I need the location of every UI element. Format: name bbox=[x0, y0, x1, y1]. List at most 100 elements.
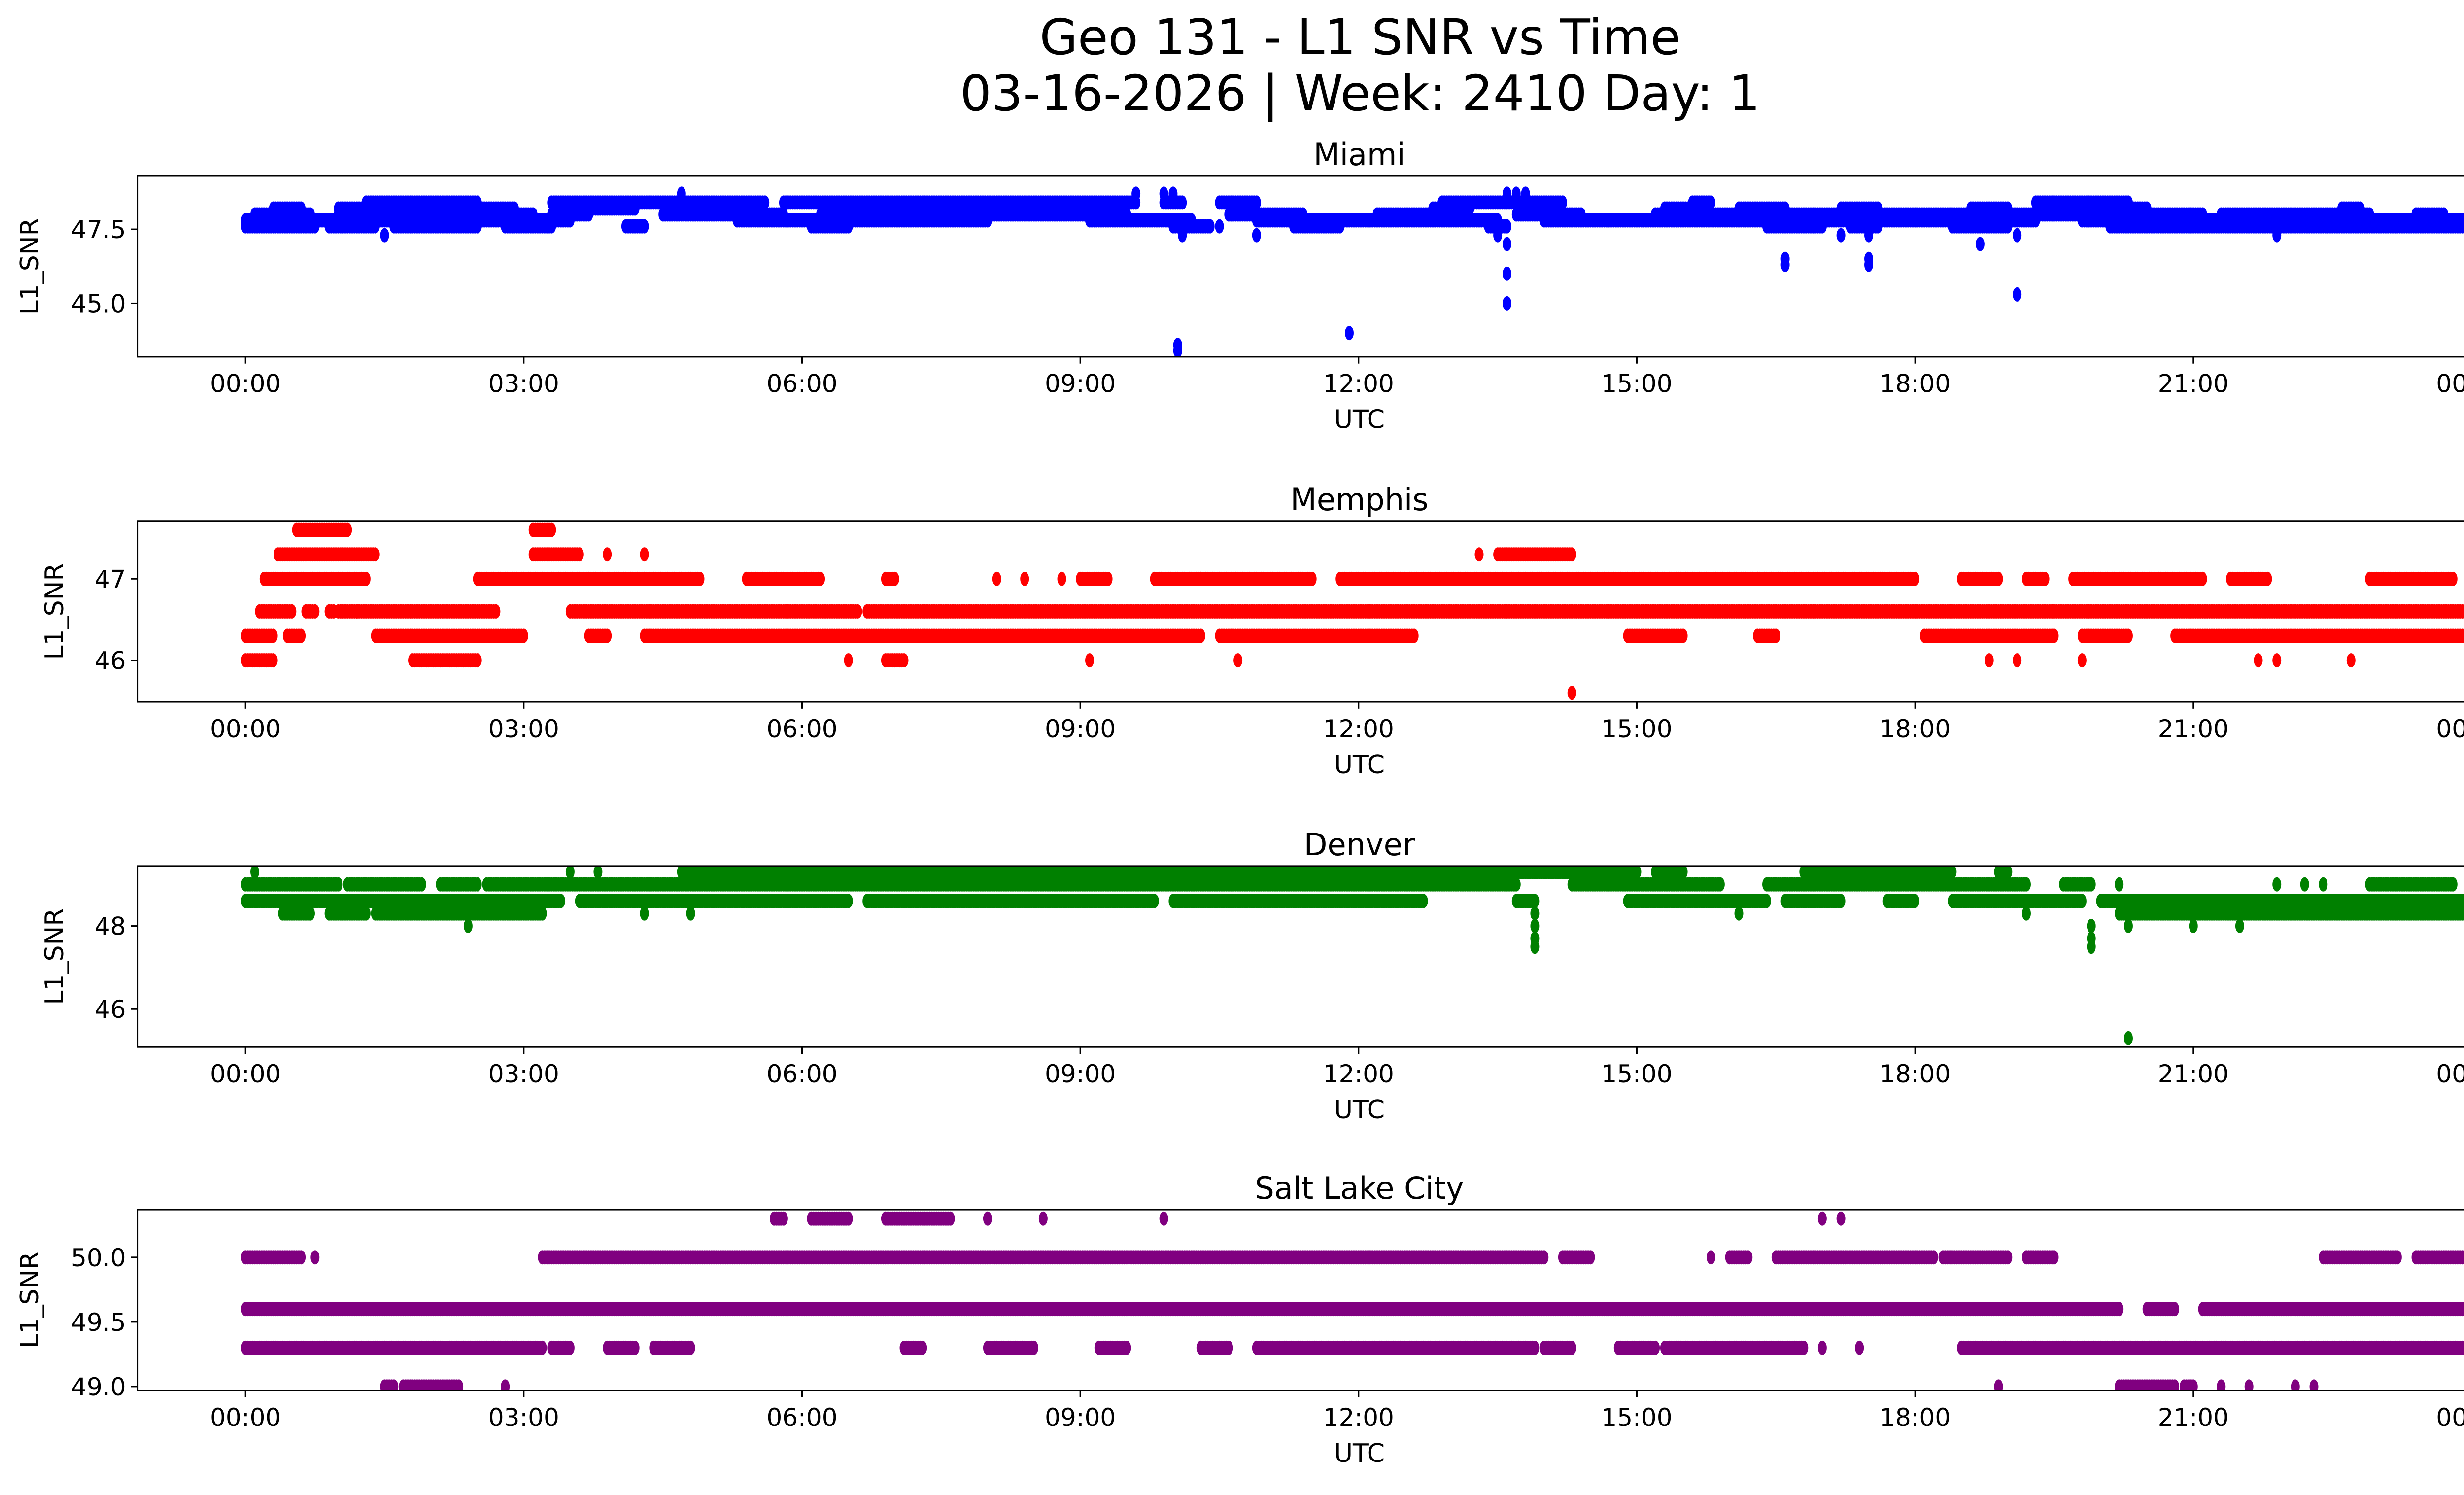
data-point bbox=[528, 207, 538, 222]
subplot-title: Miami bbox=[1313, 137, 1405, 173]
data-point bbox=[2365, 207, 2374, 222]
data-point bbox=[2448, 571, 2458, 586]
data-point bbox=[2463, 630, 2464, 641]
x-tick-label: 15:00 bbox=[1601, 370, 1672, 398]
data-point bbox=[380, 228, 389, 243]
data-point bbox=[1780, 201, 1790, 216]
data-point bbox=[1493, 228, 1503, 243]
data-point bbox=[1298, 207, 1307, 222]
data-point bbox=[640, 219, 649, 234]
data-point bbox=[1252, 228, 1261, 243]
data-point bbox=[1521, 186, 1530, 201]
data-point bbox=[2356, 201, 2365, 216]
data-point bbox=[816, 571, 825, 586]
data-point bbox=[1576, 207, 1586, 222]
data-point bbox=[2439, 207, 2448, 222]
data-point bbox=[1864, 228, 1873, 243]
figure-title-line1: Geo 131 - L1 SNR vs Time bbox=[1040, 8, 1681, 66]
data-point bbox=[2463, 215, 2464, 226]
x-tick-label: 03:00 bbox=[488, 370, 559, 398]
data-point bbox=[1173, 344, 1182, 357]
data-point bbox=[2263, 571, 2272, 586]
x-tick-label: 09:00 bbox=[1045, 370, 1116, 398]
data-point bbox=[1503, 266, 1511, 281]
data-point bbox=[779, 207, 788, 222]
data-point bbox=[1493, 213, 1503, 228]
data-point bbox=[1252, 195, 1261, 210]
data-point bbox=[519, 628, 528, 643]
data-point bbox=[1503, 237, 1511, 251]
data-point bbox=[269, 628, 278, 643]
data-point bbox=[297, 628, 306, 643]
data-point bbox=[695, 571, 705, 586]
data-point bbox=[361, 571, 371, 586]
data-point bbox=[1558, 195, 1567, 210]
data-point bbox=[899, 653, 909, 668]
data-point bbox=[1911, 571, 1920, 586]
data-point bbox=[1836, 228, 1846, 243]
data-point bbox=[310, 604, 320, 619]
data-point bbox=[473, 653, 482, 668]
data-point bbox=[1994, 571, 2003, 586]
data-point bbox=[1707, 195, 1715, 210]
x-tick-label: 21:00 bbox=[2158, 370, 2229, 398]
data-point bbox=[1864, 257, 1873, 272]
data-point bbox=[1205, 219, 1215, 234]
data-point bbox=[760, 195, 770, 210]
data-point bbox=[1307, 571, 1317, 586]
data-point bbox=[890, 571, 899, 586]
data-point bbox=[1873, 201, 1882, 216]
y-axis-label: L1_SNR bbox=[15, 218, 45, 314]
scatter-series bbox=[241, 522, 2464, 700]
data-point bbox=[371, 547, 380, 562]
subplots: Miami 00:00 03:00 06:00 09:00 12:00 15:00 18:00… bbox=[15, 137, 2464, 1468]
y-tick-label: 45.0 bbox=[71, 289, 126, 318]
data-point bbox=[1178, 228, 1187, 243]
data-point bbox=[2003, 201, 2013, 216]
data-point bbox=[491, 604, 501, 619]
data-point bbox=[2460, 213, 2464, 228]
axes-frame bbox=[137, 175, 2464, 358]
data-point bbox=[1678, 628, 1688, 643]
data-point bbox=[1503, 219, 1511, 234]
data-point bbox=[603, 628, 612, 643]
data-point bbox=[1771, 628, 1780, 643]
data-point bbox=[2460, 604, 2464, 619]
scatter-series bbox=[241, 186, 2464, 357]
subplot-miami: Miami 00:00 03:00 06:00 09:00 12:00 15:00 18:00… bbox=[15, 137, 2464, 435]
data-point bbox=[2124, 628, 2133, 643]
data-point bbox=[269, 653, 278, 668]
data-point bbox=[306, 207, 315, 222]
x-tick-label: 00:00 bbox=[210, 370, 281, 398]
data-point bbox=[1511, 186, 1521, 201]
data-point bbox=[1215, 219, 1224, 234]
data-point bbox=[1975, 237, 1985, 251]
data-point bbox=[2013, 287, 2022, 302]
figure-title-line2: 03-16-2026 | Week: 2410 Day: 1 bbox=[960, 65, 1760, 122]
data-point bbox=[510, 201, 519, 216]
data-point bbox=[2124, 195, 2133, 210]
data-point bbox=[2142, 201, 2152, 216]
x-tick-label: 00:00 bbox=[2436, 370, 2464, 398]
x-tick-label: 12:00 bbox=[1323, 370, 1394, 398]
data-point bbox=[1196, 628, 1205, 643]
data-point bbox=[297, 201, 306, 216]
data-point bbox=[287, 604, 297, 619]
data-point bbox=[1168, 186, 1178, 201]
data-point bbox=[473, 195, 482, 210]
data-point bbox=[575, 547, 584, 562]
data-point bbox=[677, 186, 686, 201]
x-tick-label: 18:00 bbox=[1880, 370, 1951, 398]
data-point bbox=[2013, 228, 2022, 243]
data-point bbox=[2198, 571, 2207, 586]
data-point bbox=[2272, 228, 2282, 243]
x-tick-label: 06:00 bbox=[766, 370, 837, 398]
data-point bbox=[1178, 195, 1187, 210]
data-point bbox=[1122, 207, 1131, 222]
data-point bbox=[1159, 186, 1168, 201]
data-point bbox=[2198, 207, 2207, 222]
data-point bbox=[1131, 186, 1141, 201]
